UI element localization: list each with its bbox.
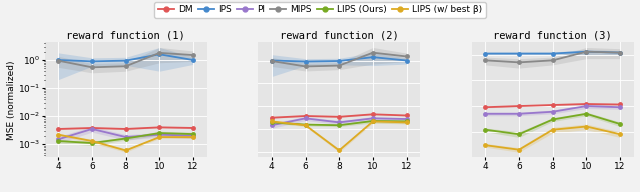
Legend: DM, IPS, PI, MIPS, LIPS (Ours), LIPS (w/ best β): DM, IPS, PI, MIPS, LIPS (Ours), LIPS (w/… bbox=[154, 2, 486, 18]
Title: reward function (1): reward function (1) bbox=[67, 30, 185, 40]
Title: reward function (3): reward function (3) bbox=[493, 30, 612, 40]
Y-axis label: MSE (normalized): MSE (normalized) bbox=[6, 60, 15, 140]
Title: reward function (2): reward function (2) bbox=[280, 30, 399, 40]
